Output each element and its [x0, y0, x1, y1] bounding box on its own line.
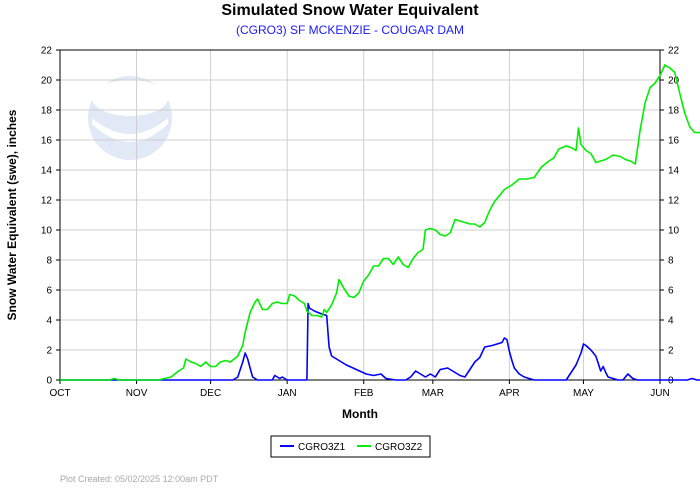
- y-tick-label: 10: [41, 226, 53, 237]
- y-tick-label: 12: [41, 196, 53, 207]
- noaa-logo: [88, 76, 172, 160]
- plot-created-footer: Plot Created: 05/02/2025 12:00am PDT: [60, 474, 219, 484]
- y-tick-label: 18: [41, 106, 53, 117]
- chart-title: Simulated Snow Water Equivalent: [221, 2, 479, 19]
- y-tick-label: 0: [46, 376, 52, 387]
- x-axis-label: Month: [342, 407, 378, 421]
- legend-label-z1: CGRO3Z1: [298, 442, 346, 453]
- y-tick-label: 14: [41, 166, 53, 177]
- y-tick-label: 22: [41, 46, 53, 57]
- series-line-cgro3z2: [60, 64, 700, 381]
- legend-box: [270, 435, 431, 458]
- x-tick-label: APR: [499, 388, 520, 399]
- x-tick-label: DEC: [200, 388, 221, 399]
- chart-subtitle: (CGRO3) SF MCKENZIE - COUGAR DAM: [235, 23, 464, 37]
- y-tick-label: 4: [46, 316, 52, 327]
- y-tick-label-right: 18: [668, 106, 680, 117]
- x-tick-label: FEB: [354, 388, 374, 399]
- y-tick-label-right: 0: [668, 376, 674, 387]
- plot-frame: [59, 49, 661, 381]
- x-tick-label: OCT: [49, 388, 70, 399]
- x-tick-label: MAR: [422, 388, 444, 399]
- x-tick-label: JAN: [278, 388, 297, 399]
- y-tick-label: 6: [46, 286, 52, 297]
- y-tick-label-right: 16: [668, 136, 680, 147]
- y-tick-label-right: 12: [668, 196, 680, 207]
- y-tick-label: 2: [46, 346, 52, 357]
- x-tick-label: JUN: [650, 388, 669, 399]
- y-tick-label-right: 14: [668, 166, 680, 177]
- y-tick-label-right: 2: [668, 346, 674, 357]
- legend-label-z2: CGRO3Z2: [375, 442, 423, 453]
- y-tick-label: 20: [41, 76, 53, 87]
- y-tick-label-right: 4: [668, 316, 674, 327]
- y-tick-label-right: 6: [668, 286, 674, 297]
- x-axis: OCT NOV DEC JAN FEB MAR APR MAY JUN: [49, 380, 670, 399]
- y-tick-label-right: 10: [668, 226, 680, 237]
- y-axis-label: Snow Water Equivalent (swe), inches: [5, 109, 19, 320]
- y-tick-label-right: 22: [668, 46, 680, 57]
- y-tick-label-right: 8: [668, 256, 674, 267]
- series-group: [60, 64, 700, 381]
- series-line-cgro3z1: [60, 302, 700, 381]
- grid: [60, 50, 660, 380]
- y-tick-label-right: 20: [668, 76, 680, 87]
- x-tick-label: NOV: [126, 388, 148, 399]
- y-tick-label: 16: [41, 136, 53, 147]
- legend: CGRO3Z1 CGRO3Z2: [270, 435, 431, 458]
- x-tick-label: MAY: [573, 388, 594, 399]
- y-tick-label: 8: [46, 256, 52, 267]
